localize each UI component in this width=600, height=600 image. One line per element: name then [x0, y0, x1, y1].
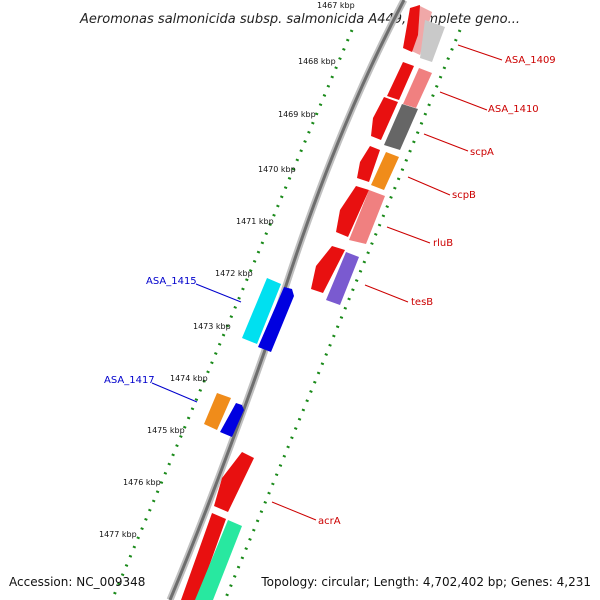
gene-label-asa-1415[interactable]: ASA_1415	[146, 276, 197, 287]
kbp-label: 1472 kbp	[215, 269, 253, 278]
gene-scpA[interactable]	[371, 97, 418, 150]
leader-line	[195, 283, 242, 303]
leader-line	[407, 176, 451, 196]
kbp-label: 1477 kbp	[99, 530, 137, 539]
kbp-label: 1470 kbp	[258, 165, 296, 174]
kbp-label: 1468 kbp	[298, 57, 336, 66]
gene-asa-1409[interactable]	[403, 5, 445, 62]
gene-label-asa-1410[interactable]: ASA_1410	[488, 104, 539, 115]
gene-tesB[interactable]	[311, 246, 359, 305]
gene-bottom-forward[interactable]	[181, 513, 242, 600]
kbp-label: 1467 kbp	[317, 1, 355, 10]
gene-label-scpA[interactable]: scpA	[470, 147, 494, 158]
gene-label-rluB[interactable]: rluB	[433, 238, 453, 249]
accession-text: Accession: NC_009348	[9, 575, 145, 589]
kbp-label: 1475 kbp	[147, 426, 185, 435]
kbp-label: 1476 kbp	[123, 478, 161, 487]
gene-acrA[interactable]	[214, 452, 254, 512]
leader-line	[364, 284, 409, 303]
kbp-label: 1473 kbp	[193, 322, 231, 331]
map-title: Aeromonas salmonicida subsp. salmonicida…	[79, 12, 520, 27]
leader-line	[423, 133, 469, 152]
kbp-tick-track	[110, 29, 354, 600]
leader-line	[457, 44, 503, 61]
gene-asa-1410[interactable]	[387, 62, 432, 108]
gene-asa-1415[interactable]	[242, 278, 294, 352]
gene-asa-1417[interactable]	[204, 393, 244, 437]
gene-label-scpB[interactable]: scpB	[452, 190, 476, 201]
gene-label-asa-1409[interactable]: ASA_1409	[505, 55, 556, 66]
gene-scpB[interactable]	[357, 146, 399, 190]
kbp-label: 1469 kbp	[278, 110, 316, 119]
gene-label-tesB[interactable]: tesB	[411, 297, 433, 308]
gene-label-acrA[interactable]: acrA	[318, 516, 341, 527]
kbp-label: 1474 kbp	[170, 374, 208, 383]
leader-line	[439, 91, 488, 111]
gene-rluB[interactable]	[336, 186, 385, 244]
kbp-label: 1471 kbp	[236, 217, 274, 226]
leader-line	[271, 501, 317, 521]
genome-summary-text: Topology: circular; Length: 4,702,402 bp…	[260, 575, 591, 589]
leader-line	[151, 382, 198, 403]
gene-label-asa-1417[interactable]: ASA_1417	[104, 375, 155, 386]
leader-line	[386, 226, 431, 244]
